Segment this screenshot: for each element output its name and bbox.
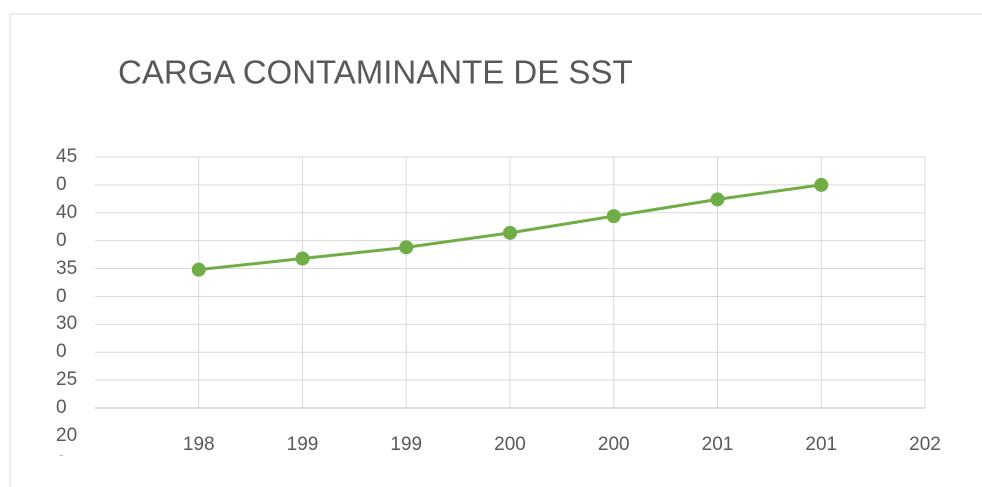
marker — [295, 251, 310, 266]
y-tick-label: 400 — [56, 201, 78, 251]
y-axis-labels: 200 250 300 350 400 450 — [20, 140, 80, 456]
x-tick-label: 199 — [390, 434, 422, 455]
x-tick-label: 200 — [598, 434, 630, 455]
marker — [606, 209, 621, 224]
x-tick-label: 198 — [183, 434, 215, 455]
marker — [814, 177, 829, 192]
marker — [710, 192, 725, 207]
y-tick-label: 250 — [56, 369, 78, 419]
x-tick-label: 202 — [909, 434, 941, 455]
y-tick-label: 450 — [56, 146, 78, 195]
x-tick-label: 199 — [287, 434, 319, 455]
chart-title: CARGA CONTAMINANTE DE SST — [118, 54, 633, 91]
x-tick-label: 201 — [702, 434, 734, 455]
marker — [503, 225, 517, 240]
marker — [399, 240, 414, 255]
x-tick-label: 201 — [805, 434, 837, 455]
y-tick-label: 200 — [56, 424, 78, 456]
y-tick-label: 300 — [56, 313, 78, 363]
marker — [191, 262, 206, 277]
x-tick-label: 200 — [494, 434, 526, 455]
y-tick-label: 350 — [56, 257, 78, 307]
